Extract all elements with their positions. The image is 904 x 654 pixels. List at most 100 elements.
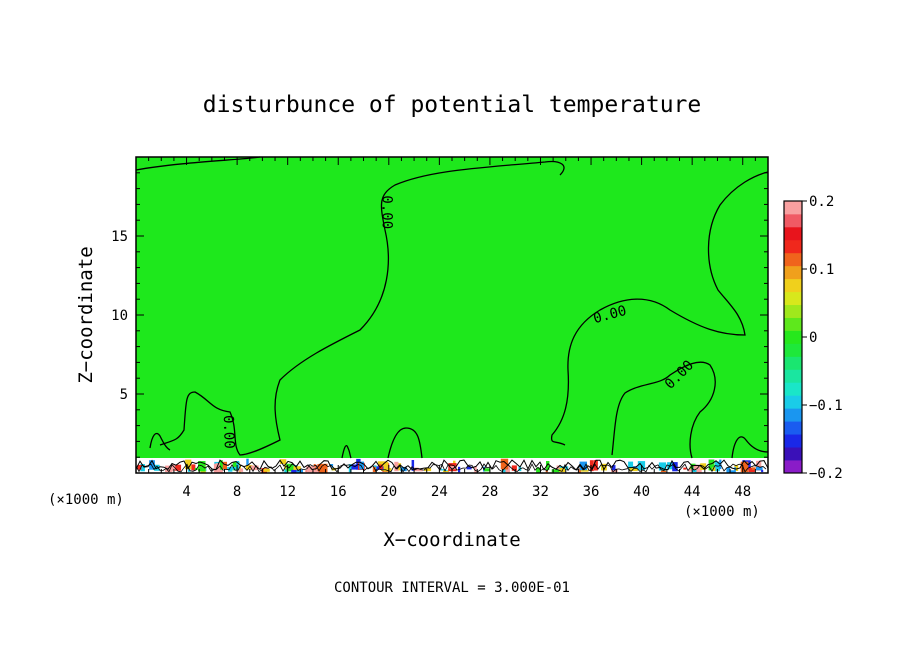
y-axis-ticks: 5 10 15 bbox=[111, 156, 768, 474]
contour-lines bbox=[135, 156, 769, 459]
surface-cell bbox=[145, 466, 148, 471]
colorbar-segment bbox=[784, 252, 802, 267]
surface-cell bbox=[359, 461, 364, 470]
colorbar-segment bbox=[784, 369, 802, 383]
x-axis-ticks: 4 8 12 16 20 24 28 32 36 40 44 48 bbox=[135, 157, 769, 500]
surface-cell bbox=[236, 461, 240, 471]
contour-interval-note: CONTOUR INTERVAL = 3.000E-01 bbox=[334, 580, 570, 596]
x-tick-label: 4 bbox=[182, 484, 190, 500]
surface-cell bbox=[398, 463, 402, 471]
surface-cell bbox=[317, 464, 324, 471]
surface-cell bbox=[215, 463, 223, 473]
surface-cell bbox=[149, 460, 155, 470]
surface-cell bbox=[761, 469, 764, 473]
x-tick-label: 36 bbox=[583, 484, 600, 500]
surface-cell bbox=[424, 468, 433, 472]
colorbar-segment bbox=[784, 408, 802, 422]
colorbar-tick-label: −0.1 bbox=[809, 398, 843, 414]
surface-cell bbox=[441, 468, 447, 471]
surface-cell bbox=[658, 462, 667, 471]
surface-cell bbox=[263, 468, 270, 472]
surface-cell bbox=[227, 466, 236, 470]
x-tick-label: 8 bbox=[233, 484, 241, 500]
colorbar-segment bbox=[784, 343, 802, 357]
surface-cell bbox=[587, 460, 593, 471]
surface-cell bbox=[246, 458, 249, 470]
contour-middle bbox=[159, 160, 565, 456]
x-unit-right: (×1000 m) bbox=[684, 504, 760, 520]
surface-cell bbox=[484, 468, 491, 472]
surface-cell bbox=[536, 467, 540, 473]
surface-contour-squiggle bbox=[135, 459, 769, 471]
surface-cell bbox=[740, 461, 749, 473]
surface-cell bbox=[240, 468, 244, 472]
surface-cell bbox=[628, 461, 634, 470]
colorbar-segment bbox=[784, 291, 802, 306]
colorbar-segment bbox=[784, 330, 802, 344]
surface-cell bbox=[286, 463, 294, 472]
colorbar-segment bbox=[784, 421, 802, 435]
surface-cell bbox=[751, 467, 756, 470]
colorbar-tick-label: −0.2 bbox=[809, 466, 843, 482]
surface-cell bbox=[708, 459, 715, 471]
surface-cell bbox=[187, 468, 191, 472]
surface-cell bbox=[511, 465, 517, 471]
surface-cell bbox=[140, 464, 145, 472]
surface-cell bbox=[712, 467, 716, 471]
surface-cell bbox=[442, 463, 447, 470]
surface-cell bbox=[220, 460, 223, 470]
surface-cell bbox=[474, 466, 477, 473]
contour-right-upper bbox=[550, 171, 769, 446]
surface-cell bbox=[383, 468, 392, 472]
surface-cell bbox=[191, 464, 196, 471]
surface-noise-band bbox=[135, 458, 769, 473]
surface-cell bbox=[232, 462, 240, 471]
colorbar-tick-label: 0 bbox=[809, 330, 817, 346]
surface-cell bbox=[348, 464, 352, 473]
colorbar-segment bbox=[784, 447, 802, 461]
colorbar-segment bbox=[784, 395, 802, 409]
contour-bump-47 bbox=[731, 436, 769, 459]
surface-cell bbox=[693, 464, 701, 470]
surface-cell bbox=[411, 460, 415, 471]
colorbar-segment bbox=[784, 278, 802, 293]
surface-cell bbox=[154, 464, 160, 471]
colorbar: 0.2 0.1 0 −0.1 −0.2 bbox=[783, 194, 843, 482]
x-tick-label: 28 bbox=[481, 484, 498, 500]
contour-label: 0.00 bbox=[220, 415, 237, 449]
surface-cell bbox=[213, 463, 216, 473]
x-tick-label: 24 bbox=[431, 484, 448, 500]
surface-cell bbox=[756, 466, 763, 471]
surface-cell bbox=[239, 465, 241, 473]
colorbar-tick-label: 0.1 bbox=[809, 262, 834, 278]
surface-cell bbox=[601, 463, 607, 471]
surface-cell bbox=[683, 467, 687, 470]
colorbar-segment bbox=[784, 239, 802, 254]
surface-cell bbox=[449, 466, 457, 470]
surface-cell bbox=[500, 458, 509, 470]
surface-cell bbox=[394, 461, 399, 472]
contour-bump-16 bbox=[341, 444, 352, 459]
surface-cell bbox=[372, 466, 376, 472]
surface-cell bbox=[748, 467, 751, 471]
surface-cell bbox=[400, 466, 407, 472]
x-tick-label: 20 bbox=[380, 484, 397, 500]
surface-cell bbox=[137, 464, 142, 470]
surface-cell bbox=[204, 467, 210, 473]
x-tick-label: 12 bbox=[279, 484, 296, 500]
surface-cell bbox=[646, 465, 652, 470]
colorbar-segment bbox=[784, 304, 802, 318]
y-tick-label: 15 bbox=[111, 229, 128, 245]
surface-cell bbox=[612, 465, 616, 471]
surface-contour-squiggle bbox=[135, 463, 767, 473]
colorbar-segment bbox=[784, 226, 802, 241]
colorbar-segment bbox=[784, 317, 802, 331]
y-tick-label: 10 bbox=[111, 308, 128, 324]
surface-cell bbox=[733, 465, 739, 471]
surface-cell bbox=[351, 464, 358, 470]
surface-cell bbox=[726, 467, 729, 473]
x-unit-left: (×1000 m) bbox=[48, 492, 124, 508]
surface-cell bbox=[414, 467, 423, 472]
surface-cell bbox=[306, 466, 315, 473]
x-tick-label: 44 bbox=[684, 484, 701, 500]
